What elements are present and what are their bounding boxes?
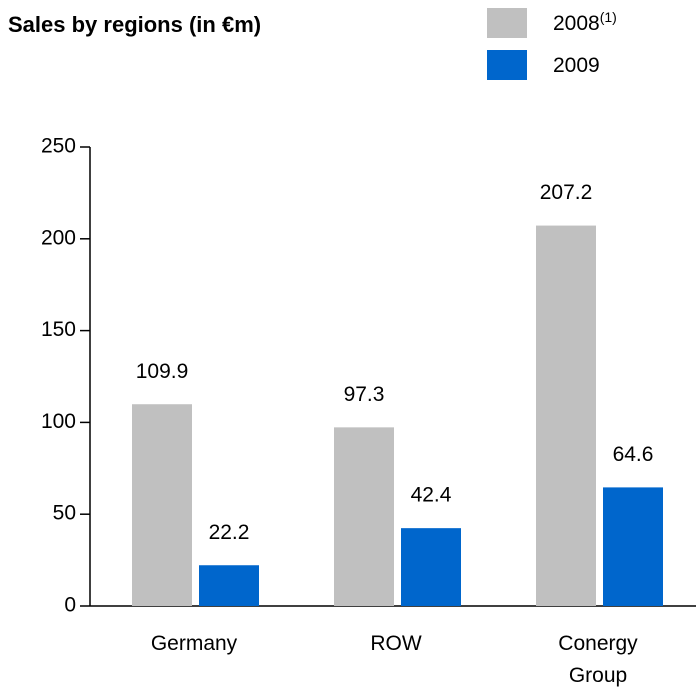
legend-footnote: (1): [600, 9, 617, 25]
bar: [536, 225, 596, 606]
y-tick-label: 150: [41, 318, 76, 341]
bar: [199, 565, 259, 606]
value-label: 42.4: [411, 484, 452, 507]
legend-name: 2009: [553, 54, 600, 77]
legend-swatch: [487, 8, 527, 38]
bar: [603, 487, 663, 606]
value-label: 64.6: [613, 443, 654, 466]
y-tick-label: 200: [41, 226, 76, 249]
bar: [401, 528, 461, 606]
legend-swatch: [487, 50, 527, 80]
x-tick-label: ROW: [370, 632, 422, 655]
value-label: 22.2: [209, 521, 250, 544]
chart-title: Sales by regions (in €m): [8, 12, 261, 37]
legend-label: 2008(1): [553, 9, 617, 35]
x-tick-label: Conergy Group: [558, 632, 638, 687]
bar: [334, 427, 394, 606]
y-tick-label: 50: [53, 502, 76, 525]
x-tick-label: Germany: [150, 632, 238, 655]
y-tick-label: 250: [41, 135, 76, 158]
legend-label: 2009: [553, 54, 600, 77]
value-label: 109.9: [136, 360, 189, 383]
bar: [132, 404, 192, 606]
value-label: 207.2: [540, 181, 593, 204]
y-tick-label: 0: [64, 594, 76, 617]
value-label: 97.3: [344, 383, 385, 406]
y-tick-label: 100: [41, 410, 76, 433]
legend-name: 2008: [553, 12, 600, 35]
